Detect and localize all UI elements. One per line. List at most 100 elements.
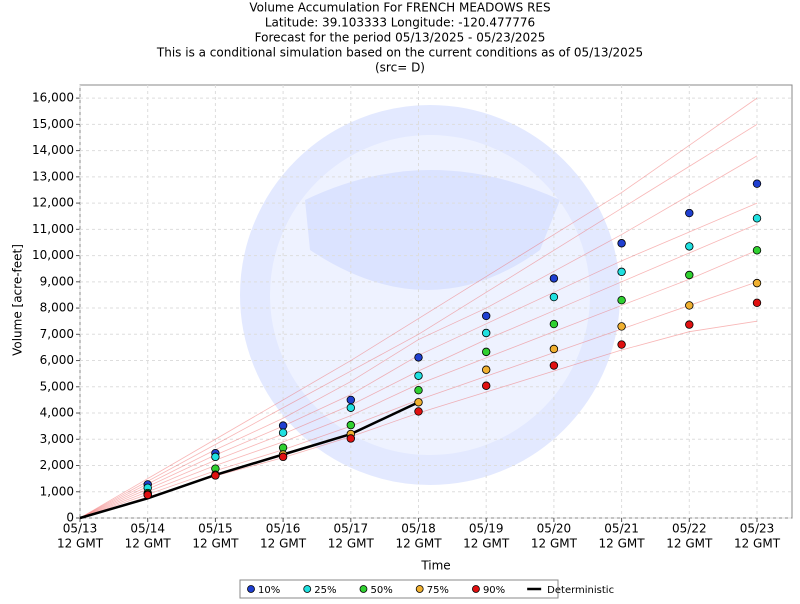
percentile-dot [685, 208, 694, 218]
x-tick-label: 05/17 [334, 522, 369, 536]
x-tick-label: 05/23 [740, 522, 775, 536]
x-tick-label: 05/19 [469, 522, 504, 536]
percentile-dot [346, 420, 355, 430]
percentile-dot [617, 295, 626, 305]
watermark-ring [240, 105, 620, 485]
percentile-dot [685, 242, 694, 251]
percentile-dot [549, 292, 559, 302]
noaa-watermark [240, 105, 620, 485]
x-tick-label: 05/22 [672, 522, 707, 536]
legend-label: 25% [314, 585, 336, 596]
y-tick-label: 1,000 [40, 484, 74, 498]
x-tick-sublabel: 12 GMT [734, 537, 781, 551]
chart-title: This is a conditional simulation based o… [156, 46, 643, 60]
percentile-dot [414, 353, 423, 362]
percentile-dot [549, 344, 559, 354]
legend-swatch [247, 585, 255, 593]
legend-label: Deterministic [547, 585, 614, 596]
x-tick-label: 05/15 [198, 522, 233, 536]
percentile-dot [211, 471, 220, 480]
percentile-dot [549, 361, 559, 370]
percentile-dot [346, 434, 355, 443]
percentile-dot [685, 270, 694, 280]
ensemble-trace [79, 155, 758, 519]
chart-title: Forecast for the period 05/13/2025 - 05/… [255, 31, 546, 45]
percentile-dot [752, 278, 762, 288]
x-tick-label: 05/20 [537, 522, 572, 536]
x-tick-label: 05/13 [63, 522, 98, 536]
y-tick-label: 13,000 [32, 169, 74, 183]
percentile-dot [482, 365, 491, 374]
percentile-dot [414, 398, 423, 407]
percentile-dot [617, 322, 626, 331]
percentile-dot [414, 371, 423, 380]
legend-label: 50% [370, 585, 392, 596]
y-tick-label: 7,000 [40, 327, 74, 341]
x-tick-sublabel: 12 GMT [395, 537, 442, 551]
x-tick-sublabel: 12 GMT [599, 537, 646, 551]
percentile-dot [414, 407, 423, 416]
legend-swatch [303, 585, 312, 593]
legend-box [239, 579, 559, 599]
percentile-dot [143, 490, 152, 500]
chart-title: Latitude: 39.103333 Longitude: -120.4777… [265, 16, 535, 30]
percentile-dot [482, 347, 491, 357]
y-tick-label: 4,000 [40, 406, 74, 420]
percentile-dot [752, 298, 762, 308]
y-tick-label: 6,000 [40, 353, 74, 367]
y-tick-label: 2,000 [40, 458, 74, 472]
percentile-dot [752, 179, 762, 188]
percentile-dot [549, 319, 559, 329]
x-tick-sublabel: 12 GMT [125, 537, 172, 551]
deterministic-line [79, 401, 420, 520]
x-tick-sublabel: 12 GMT [57, 537, 104, 551]
percentile-dot [211, 452, 220, 462]
y-tick-label: 8,000 [40, 301, 74, 315]
chart-title: Volume Accumulation For FRENCH MEADOWS R… [249, 1, 550, 15]
y-tick-label: 10,000 [32, 248, 74, 262]
x-tick-sublabel: 12 GMT [260, 537, 307, 551]
percentile-dot [752, 246, 762, 255]
legend-swatch [472, 585, 480, 593]
percentile-dot [482, 328, 491, 338]
y-axis-label: Volume [acre-feet] [11, 244, 25, 356]
percentile-dot [617, 267, 626, 277]
legend-swatch [415, 585, 424, 593]
ensemble-trace [79, 223, 758, 519]
percentile-dot [414, 385, 423, 395]
percentile-dot [617, 340, 626, 349]
y-tick-label: 3,000 [40, 432, 74, 446]
x-axis-label: Time [420, 559, 450, 573]
y-tick-label: 9,000 [40, 274, 74, 288]
percentile-dot [278, 428, 288, 437]
y-tick-label: 11,000 [32, 222, 74, 236]
x-tick-sublabel: 12 GMT [531, 537, 578, 551]
percentile-dot [482, 311, 491, 321]
x-tick-sublabel: 12 GMT [192, 537, 239, 551]
x-tick-label: 05/21 [604, 522, 639, 536]
y-tick-label: 12,000 [32, 196, 74, 210]
legend-label: 10% [258, 585, 280, 596]
legend-swatch [359, 585, 368, 593]
percentile-dot [685, 320, 694, 329]
y-tick-label: 0 [66, 511, 74, 525]
percentile-dot [685, 301, 694, 310]
legend-label: 90% [483, 585, 505, 596]
percentile-dot [617, 239, 626, 248]
x-tick-sublabel: 12 GMT [666, 537, 713, 551]
x-tick-sublabel: 12 GMT [463, 537, 510, 551]
watermark-bird [305, 170, 560, 290]
percentile-dot [752, 214, 762, 223]
y-tick-label: 5,000 [40, 379, 74, 393]
legend-label: 75% [427, 585, 449, 596]
percentile-dot [482, 381, 491, 390]
percentile-dot [278, 452, 288, 462]
y-tick-label: 14,000 [32, 143, 74, 157]
x-tick-label: 05/16 [266, 522, 301, 536]
percentile-dot [346, 395, 355, 405]
ensemble-trace [79, 124, 758, 519]
y-tick-label: 16,000 [32, 91, 74, 105]
y-tick-label: 15,000 [32, 117, 74, 131]
percentile-dot [346, 403, 355, 412]
